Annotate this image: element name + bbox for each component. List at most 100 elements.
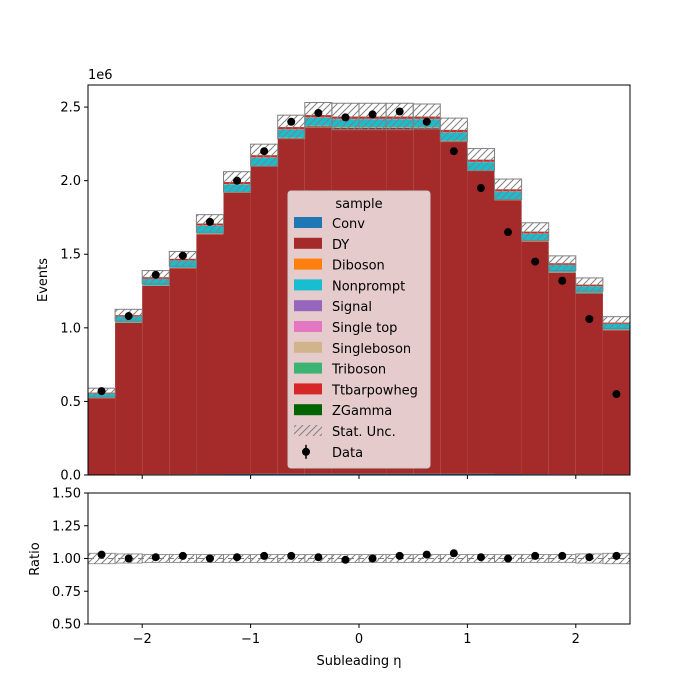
legend-swatch (294, 217, 322, 228)
bar-conv-5 (223, 473, 251, 475)
bar-conv-10 (359, 473, 387, 475)
data-point-13 (449, 147, 458, 156)
ratio-point-14 (476, 553, 485, 562)
stat-unc-band-13 (439, 117, 468, 143)
ratio-xtick-label: 1 (463, 632, 471, 647)
legend-swatch (294, 321, 322, 332)
bar-dy-0 (88, 398, 116, 475)
data-point-11 (395, 107, 404, 116)
legend-item-single-top: Single top (294, 321, 397, 336)
data-point-16 (531, 257, 540, 266)
legend-item-ttbarpowheg: Ttbarpowheg (294, 383, 418, 398)
ratio-point-17 (558, 551, 567, 560)
stat-unc-band-15 (494, 178, 523, 201)
legend-title: sample (335, 197, 382, 212)
ratio-x-ticks: −2 −1 0 1 2 (133, 624, 580, 647)
data-point-0 (97, 387, 106, 396)
bar-dy-18 (575, 293, 603, 475)
legend-swatch (294, 279, 322, 291)
legend-swatch (294, 362, 322, 374)
main-x-ticks (141, 475, 577, 479)
ratio-point-1 (124, 554, 133, 563)
y-scale-label: 1e6 (88, 68, 113, 83)
bar-dy-2 (142, 285, 170, 475)
bar-conv-12 (413, 473, 441, 475)
bar-conv-7 (277, 473, 305, 475)
main-plot-area (87, 102, 631, 475)
ratio-ytick-label: 1.25 (52, 519, 81, 534)
bar-dy-14 (467, 170, 495, 474)
ratio-point-9 (341, 555, 350, 564)
data-point-10 (368, 110, 377, 119)
legend-swatch (294, 237, 322, 249)
bar-conv-14 (467, 473, 495, 475)
ratio-xtick-label: 2 (572, 632, 580, 647)
main-y-axis-label: Events (36, 258, 51, 302)
ratio-point-0 (97, 550, 106, 559)
bar-dy-5 (223, 192, 251, 474)
data-point-19 (612, 390, 621, 399)
bar-conv-15 (494, 473, 522, 475)
bar-dy-1 (115, 322, 143, 475)
legend-item-dy: DY (294, 237, 349, 253)
data-point-15 (504, 228, 513, 237)
legend-label: DY (332, 238, 349, 253)
legend-swatch (294, 383, 322, 395)
legend-label: Singleboson (332, 342, 411, 357)
bar-dy-15 (494, 200, 522, 474)
bar-conv-8 (304, 473, 332, 475)
ratio-ytick-label: 1.50 (52, 487, 81, 502)
legend-label: ZGamma (332, 404, 392, 419)
ratio-point-18 (585, 553, 594, 562)
ratio-point-13 (449, 549, 458, 558)
ratio-y-ticks: 0.50 0.75 1.00 1.25 1.50 (52, 487, 88, 633)
data-point-7 (287, 117, 296, 126)
data-point-1 (124, 312, 133, 321)
legend-item-triboson: Triboson (294, 362, 386, 378)
ratio-xtick-label: −1 (241, 632, 260, 647)
legend-swatch (294, 300, 322, 312)
data-point-6 (260, 147, 269, 156)
ratio-point-16 (531, 551, 540, 560)
main-ytick-label: 1.0 (60, 321, 81, 336)
legend-item-diboson: Diboson (294, 258, 385, 274)
stat-unc-band-14 (466, 148, 495, 172)
ratio-point-15 (504, 554, 513, 563)
data-point-2 (151, 270, 160, 279)
legend-label: Nonprompt (332, 279, 405, 294)
main-panel: 0.0 0.5 1.0 1.5 2.0 2.5 1e6 Events (36, 68, 631, 484)
legend-swatch (294, 341, 322, 353)
main-y-ticks: 0.0 0.5 1.0 1.5 2.0 2.5 (60, 101, 88, 484)
main-ytick-label: 0.5 (60, 395, 81, 410)
ratio-ytick-label: 1.00 (52, 552, 81, 567)
legend-swatch (294, 404, 322, 416)
data-point-17 (558, 276, 567, 285)
legend-label: Single top (332, 321, 397, 336)
bar-dy-3 (169, 268, 197, 475)
stat-unc-band-17 (548, 255, 577, 272)
ratio-xtick-label: 0 (355, 632, 363, 647)
data-point-4 (205, 217, 214, 226)
legend-box (287, 190, 431, 469)
ratio-point-4 (205, 554, 214, 563)
data-point-14 (476, 184, 485, 193)
legend-data-marker (302, 447, 310, 456)
data-point-3 (178, 251, 187, 260)
stat-unc-band-11 (385, 102, 414, 131)
ratio-point-8 (314, 553, 323, 562)
ratio-point-5 (233, 553, 242, 562)
legend-label: Stat. Unc. (332, 425, 396, 440)
ratio-point-12 (422, 550, 431, 559)
ratio-point-7 (287, 551, 296, 560)
bar-dy-16 (521, 241, 549, 475)
legend-item-nonprompt: Nonprompt (294, 279, 405, 294)
bar-dy-19 (602, 330, 630, 475)
legend-item-signal: Signal (294, 300, 372, 315)
x-axis-label: Subleading η (316, 654, 401, 669)
bar-dy-6 (250, 166, 278, 474)
data-point-8 (314, 108, 323, 117)
main-ytick-label: 2.0 (60, 174, 81, 189)
ratio-point-6 (260, 551, 269, 560)
legend-item-zgamma: ZGamma (294, 404, 392, 419)
